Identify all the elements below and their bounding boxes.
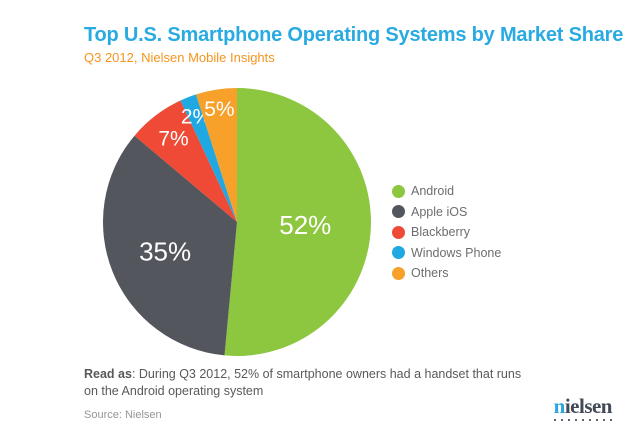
nielsen-logo-dots bbox=[553, 419, 612, 421]
pie-chart-container: 52% 35% 7% 2% 5% bbox=[102, 88, 371, 356]
page-title: Top U.S. Smartphone Operating Systems by… bbox=[84, 24, 624, 46]
pie-label-apple-ios: 35% bbox=[139, 237, 191, 267]
pie-slice-apple-ios bbox=[102, 135, 237, 356]
read-as-label: Read as bbox=[84, 367, 132, 381]
legend-label-apple-ios: Apple iOS bbox=[411, 204, 468, 219]
nielsen-logo-text: nielsen bbox=[553, 394, 613, 418]
source-note: Source: Nielsen bbox=[84, 409, 162, 421]
pie-slice-windows-phone bbox=[180, 94, 237, 222]
legend-item-windows-phone: Windows Phone bbox=[392, 243, 501, 264]
legend: Android Apple iOS Blackberry Windows Phone O… bbox=[392, 181, 501, 284]
nielsen-logo-first-letter: n bbox=[553, 394, 566, 418]
read-as-note: Read as: During Q3 2012, 52% of smartpho… bbox=[84, 366, 532, 400]
pie-slice-others bbox=[195, 88, 237, 222]
read-as-text: : During Q3 2012, 52% of smartphone owne… bbox=[84, 367, 522, 398]
legend-item-others: Others bbox=[392, 263, 501, 284]
legend-label-blackberry: Blackberry bbox=[411, 225, 471, 240]
pie-slice-blackberry bbox=[134, 100, 237, 222]
pie-slice-android bbox=[224, 88, 371, 356]
legend-item-blackberry: Blackberry bbox=[392, 222, 501, 243]
legend-dot-windows-phone bbox=[392, 246, 405, 260]
pie-label-blackberry: 7% bbox=[158, 128, 188, 151]
legend-dot-android bbox=[392, 184, 405, 198]
legend-dot-others bbox=[392, 266, 405, 280]
pie-chart: 52%35%7%2%5% bbox=[102, 88, 371, 356]
legend-dot-blackberry bbox=[392, 225, 405, 239]
legend-dot-apple-ios bbox=[392, 205, 405, 219]
pie-label-others: 5% bbox=[204, 98, 234, 121]
legend-label-windows-phone: Windows Phone bbox=[411, 245, 502, 260]
legend-label-android: Android bbox=[411, 184, 455, 199]
legend-item-apple-ios: Apple iOS bbox=[392, 202, 501, 223]
page-subtitle: Q3 2012, Nielsen Mobile Insights bbox=[84, 50, 275, 65]
nielsen-logo-rest: ielsen bbox=[564, 394, 613, 418]
pie-label-android: 52% bbox=[279, 210, 331, 240]
legend-item-android: Android bbox=[392, 181, 501, 202]
legend-label-others: Others bbox=[411, 266, 449, 281]
nielsen-logo: nielsen bbox=[553, 394, 613, 421]
